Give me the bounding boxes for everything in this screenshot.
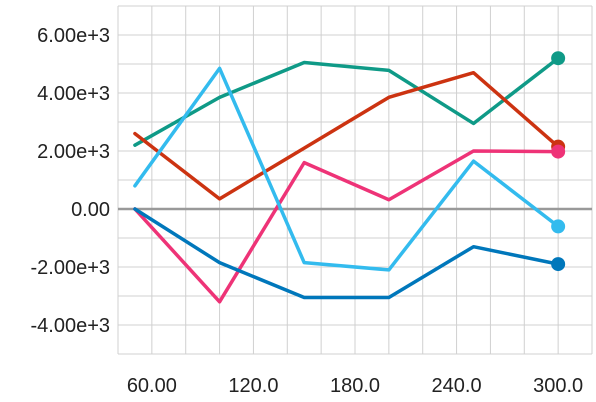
x-tick-label: 180.0 (330, 375, 380, 397)
series-line (133, 66, 560, 272)
y-tick-label: 2.00e+3 (37, 141, 110, 163)
axis-tick-labels: 6.00e+3 4.00e+3 2.00e+3 0.00 -2.00e+3 -4.00e+… (30, 25, 583, 397)
y-tick-label: 6.00e+3 (37, 25, 110, 47)
series-end-marker (551, 257, 566, 272)
x-tick-label: 240.0 (432, 375, 482, 397)
series-line (133, 207, 560, 300)
minor-gridlines (117, 5, 593, 355)
series-end-marker (551, 51, 566, 66)
y-tick-label: -2.00e+3 (30, 257, 110, 279)
series-line (133, 56, 560, 147)
x-tick-label: 120.0 (228, 375, 278, 397)
y-tick-label: 4.00e+3 (37, 83, 110, 105)
x-tick-label: 300.0 (533, 375, 583, 397)
series-end-marker (551, 144, 566, 159)
x-tick-label: 60.00 (127, 375, 177, 397)
series-line (133, 149, 560, 304)
series-layer (133, 51, 566, 304)
series-end-marker (551, 219, 566, 234)
y-tick-label: 0.00 (71, 199, 110, 221)
y-tick-label: -4.00e+3 (30, 315, 110, 337)
series-line (133, 70, 560, 201)
